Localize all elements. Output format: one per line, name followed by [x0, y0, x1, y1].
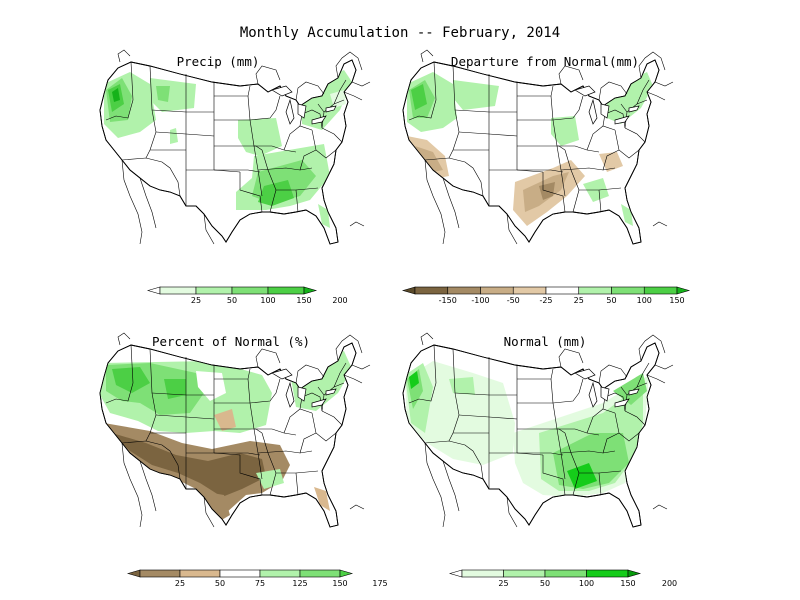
legend-tick-label: 125: [292, 579, 307, 588]
legend-swatch: [627, 569, 642, 578]
legend-percent: 25 50 75 125 150 175: [126, 569, 388, 588]
legend-precip: 25 50 100 150 200: [146, 286, 348, 305]
legend-swatch: [611, 286, 645, 295]
legend-tick-label: 100: [579, 579, 594, 588]
legend-tick-label: 200: [662, 579, 677, 588]
legend-swatch: [219, 569, 261, 578]
legend-swatch: [448, 569, 463, 578]
map-precip: [99, 49, 371, 245]
legend-swatch: [231, 286, 269, 295]
map-departure: [402, 49, 674, 245]
panel-normal: Normal (mm) 25 50 100 150 200: [402, 332, 677, 588]
map-normal: [402, 332, 674, 528]
legend-swatch: [512, 286, 547, 295]
legend-tick-label: 50: [606, 296, 616, 305]
panel-title-normal: Normal (mm): [504, 334, 587, 349]
legend-tick-label: 25: [574, 296, 584, 305]
legend-swatch: [586, 569, 629, 578]
legend-tick-label: 200: [332, 296, 347, 305]
legend-swatch: [179, 569, 221, 578]
legend-tick-label: -50: [507, 296, 520, 305]
legend-swatch: [259, 569, 301, 578]
legend-tick-label: 50: [215, 579, 225, 588]
legend-tick-label: 100: [260, 296, 275, 305]
legend-swatch: [126, 569, 141, 578]
legend-swatch: [447, 286, 481, 295]
legend-swatch: [545, 286, 580, 295]
legend-swatch: [401, 286, 416, 295]
legend-swatch: [299, 569, 341, 578]
legend-tick-label: 50: [540, 579, 550, 588]
panel-departure: Departure from Normal(mm) -150 -100 -50 -25 2…: [401, 49, 691, 305]
legend-swatch: [339, 569, 354, 578]
panel-precip: Precip (mm) 25 50 100 150 200: [99, 49, 371, 305]
legend-swatch: [480, 286, 514, 295]
panel-title-precip: Precip (mm): [177, 54, 260, 69]
legend-swatch: [414, 286, 449, 295]
legend-swatch: [146, 286, 161, 295]
map-percent: [99, 332, 371, 528]
legend-tick-label: -100: [471, 296, 489, 305]
legend-tick-label: 150: [620, 579, 635, 588]
legend-normal: 25 50 100 150 200: [448, 569, 677, 588]
legend-tick-label: 75: [255, 579, 265, 588]
legend-swatch: [503, 569, 546, 578]
legend-swatch: [544, 569, 587, 578]
legend-swatch: [303, 286, 318, 295]
legend-swatch: [578, 286, 612, 295]
legend-swatch: [139, 569, 181, 578]
legend-tick-label: 150: [296, 296, 311, 305]
panel-title-percent: Percent of Normal (%): [152, 334, 310, 349]
legend-tick-label: 175: [372, 579, 387, 588]
legend-tick-label: 25: [498, 579, 508, 588]
panel-title-departure: Departure from Normal(mm): [451, 54, 639, 69]
panel-percent: Percent of Normal (%) 25 50 75 125 150 175: [99, 332, 388, 588]
legend-departure: -150 -100 -50 -25 25 50 100 150: [401, 286, 691, 305]
legend-tick-label: -150: [439, 296, 457, 305]
legend-tick-label: 100: [637, 296, 652, 305]
figure-title: Monthly Accumulation -- February, 2014: [240, 25, 560, 41]
legend-swatch: [159, 286, 197, 295]
legend-tick-label: 150: [669, 296, 684, 305]
legend-tick-label: 25: [191, 296, 201, 305]
legend-swatch: [461, 569, 504, 578]
legend-swatch: [267, 286, 305, 295]
legend-swatch: [676, 286, 691, 295]
legend-tick-label: 50: [227, 296, 237, 305]
legend-tick-label: 150: [332, 579, 347, 588]
legend-swatch: [643, 286, 678, 295]
legend-tick-label: -25: [539, 296, 552, 305]
legend-tick-label: 25: [175, 579, 185, 588]
legend-swatch: [195, 286, 233, 295]
